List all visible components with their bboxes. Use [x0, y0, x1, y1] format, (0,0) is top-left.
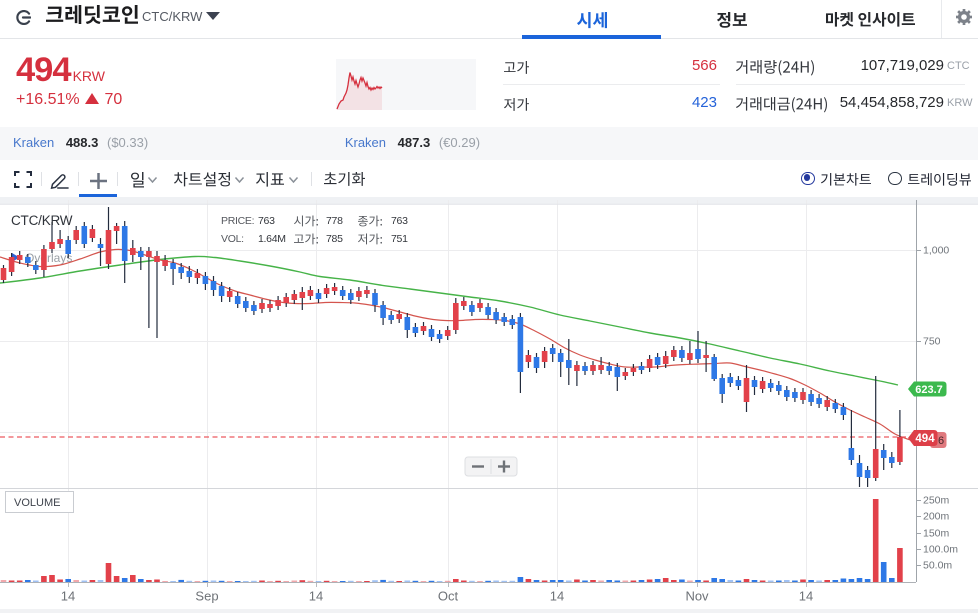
svg-text:14: 14: [550, 589, 564, 604]
svg-text:Sep: Sep: [195, 589, 218, 604]
svg-text:Overlays: Overlays: [25, 251, 72, 265]
svg-text:Oct: Oct: [438, 589, 459, 604]
svg-text:200m: 200m: [923, 511, 950, 523]
svg-text:100.0m: 100.0m: [923, 544, 958, 556]
svg-text:14: 14: [799, 589, 813, 604]
svg-text:6: 6: [938, 435, 944, 447]
svg-text:14: 14: [61, 589, 75, 604]
svg-text:494: 494: [915, 433, 935, 445]
svg-text:250m: 250m: [923, 495, 950, 507]
svg-text:50.0m: 50.0m: [923, 560, 952, 572]
svg-text:14: 14: [309, 589, 323, 604]
svg-text:Nov: Nov: [685, 589, 709, 604]
svg-text:750: 750: [923, 336, 941, 348]
svg-text:150m: 150m: [923, 528, 950, 540]
svg-text:VOLUME: VOLUME: [14, 497, 60, 509]
svg-text:623.7: 623.7: [915, 384, 943, 396]
svg-text:1,000: 1,000: [923, 245, 949, 257]
